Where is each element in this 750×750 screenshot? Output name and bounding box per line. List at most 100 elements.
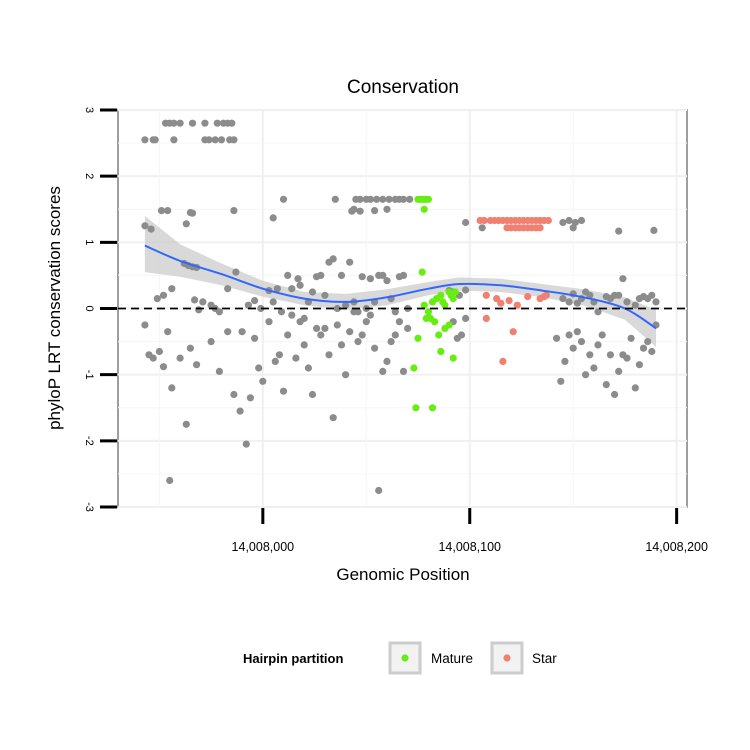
point-star	[493, 295, 501, 303]
point-other	[573, 328, 581, 336]
point-other	[594, 308, 602, 316]
point-star	[505, 297, 513, 305]
point-other	[356, 195, 364, 203]
point-other	[366, 195, 374, 203]
point-other	[404, 324, 412, 332]
point-other	[232, 268, 240, 276]
point-other	[383, 277, 391, 285]
point-other	[457, 331, 466, 339]
point-other	[619, 275, 627, 283]
point-other	[462, 286, 470, 294]
point-other	[244, 301, 252, 309]
point-other	[300, 341, 308, 349]
point-other	[292, 354, 300, 362]
point-other	[321, 324, 329, 332]
point-other	[246, 394, 254, 402]
point-mature	[449, 354, 457, 362]
y-tick-label: 1	[83, 239, 95, 245]
point-other	[391, 331, 399, 339]
point-other	[648, 291, 656, 299]
point-other	[373, 195, 381, 203]
legend-entry-mature: Mature	[388, 641, 473, 675]
point-other	[224, 285, 232, 293]
point-other	[371, 344, 379, 352]
point-other	[205, 136, 213, 144]
point-other	[586, 351, 594, 359]
point-other	[565, 298, 573, 306]
point-other	[631, 301, 639, 309]
point-other	[652, 298, 660, 306]
point-mature	[437, 347, 445, 356]
point-mature	[451, 288, 459, 296]
point-other	[279, 387, 288, 395]
point-other	[623, 298, 631, 306]
point-other	[350, 308, 358, 316]
x-tick-label: 14,008,100	[438, 540, 501, 554]
y-tick-label: -2	[83, 436, 95, 446]
point-other	[186, 344, 194, 352]
point-other	[346, 328, 354, 336]
point-other	[217, 136, 226, 144]
point-other	[271, 357, 279, 365]
point-other	[308, 390, 317, 399]
points-layer	[141, 119, 660, 495]
point-other	[321, 291, 329, 299]
point-other	[333, 304, 341, 313]
point-other	[147, 225, 155, 233]
point-other	[577, 216, 586, 225]
point-other	[288, 311, 296, 319]
legend-entry-star: Star	[490, 641, 557, 675]
point-other	[296, 318, 304, 326]
point-other	[230, 207, 238, 215]
point-other	[594, 341, 602, 349]
point-other	[176, 354, 184, 362]
point-mature	[437, 291, 445, 299]
confidence-band-layer	[144, 215, 656, 347]
point-other	[383, 205, 391, 213]
point-other	[151, 136, 159, 144]
point-other	[615, 291, 623, 299]
chart-title: Conservation	[347, 77, 459, 98]
point-other	[356, 207, 364, 215]
smooth-line-layer	[118, 244, 687, 330]
point-mature	[412, 404, 420, 412]
point-other	[170, 119, 178, 127]
point-other	[159, 291, 168, 299]
point-mature	[420, 301, 428, 309]
point-other	[236, 407, 244, 415]
point-other	[199, 298, 207, 306]
point-other	[228, 119, 236, 127]
legend-dot-mature	[401, 654, 409, 662]
point-other	[265, 318, 273, 326]
point-other	[159, 363, 168, 371]
point-other	[379, 195, 387, 203]
point-other	[164, 207, 172, 215]
point-other	[195, 306, 203, 314]
point-other	[317, 331, 325, 339]
point-other	[462, 314, 470, 322]
point-other	[342, 301, 350, 309]
point-other	[257, 304, 265, 313]
point-mature	[428, 404, 437, 412]
point-other	[251, 334, 259, 342]
point-other	[650, 226, 658, 234]
point-other	[582, 371, 590, 379]
point-other	[569, 344, 577, 352]
point-other	[164, 328, 172, 336]
point-other	[273, 285, 281, 293]
point-other	[176, 119, 184, 127]
point-other	[215, 367, 223, 375]
legend-dot-star	[503, 654, 511, 662]
point-other	[153, 295, 161, 303]
point-other	[182, 420, 190, 428]
legend-title: Hairpin partition	[243, 651, 343, 666]
point-other	[317, 271, 325, 279]
point-other	[383, 357, 391, 365]
axes: 3 2 1 0 -1 -2 -3 14,008,000 14,008,100 14,008,200	[83, 107, 708, 554]
point-other	[358, 331, 366, 339]
point-other	[331, 195, 339, 203]
point-other	[193, 361, 201, 369]
point-other	[155, 347, 163, 356]
point-other	[627, 334, 635, 342]
